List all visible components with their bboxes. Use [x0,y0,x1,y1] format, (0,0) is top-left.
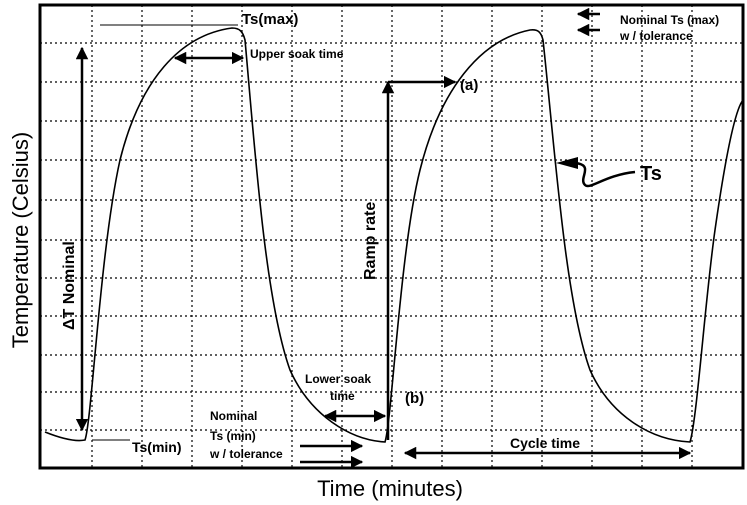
label: Nominal [210,409,257,423]
label: Ramp rate [362,202,379,280]
label: Ts(max) [242,11,298,28]
leader [92,24,238,441]
label: Ts(min) [132,439,182,455]
y-axis-label: Temperature (Celsius) [8,132,33,348]
ts-leader [574,161,636,188]
label: (b) [405,390,424,407]
label: Cycle time [510,435,580,451]
label: w / tolerance [209,447,283,461]
x-axis-label: Time (minutes) [317,476,463,501]
ts-arrowhead [556,157,578,169]
label: Ts (min) [210,429,256,443]
temperature-curve [44,27,744,443]
label: time [330,389,355,403]
label: ΔT Nominal [61,241,78,330]
label: w / tolerance [619,29,693,43]
label: Nominal Ts (max) [620,13,719,27]
label: Ts [640,163,662,185]
frame [38,3,745,470]
label: Lower soak [305,372,371,386]
label: Upper soak time [250,47,344,61]
label: (a) [460,77,478,94]
grid [40,5,743,468]
